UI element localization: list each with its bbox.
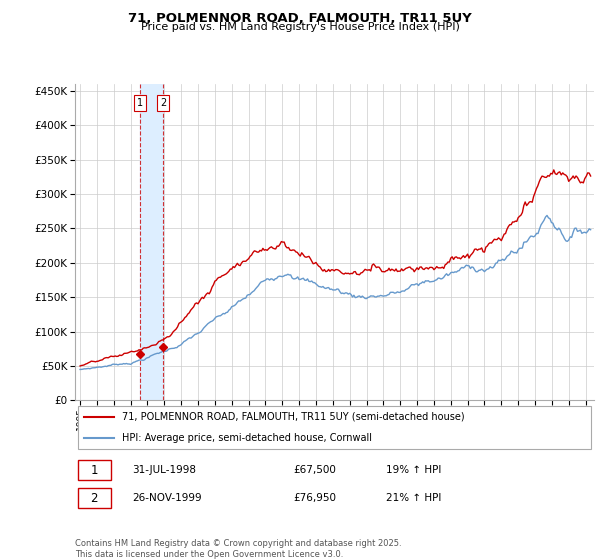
Text: 1: 1: [91, 464, 98, 477]
Text: Price paid vs. HM Land Registry's House Price Index (HPI): Price paid vs. HM Land Registry's House …: [140, 22, 460, 32]
FancyBboxPatch shape: [77, 460, 112, 480]
Bar: [140, 84, 163, 400]
Text: 19% ↑ HPI: 19% ↑ HPI: [386, 465, 442, 475]
Text: 1: 1: [137, 98, 143, 108]
FancyBboxPatch shape: [77, 406, 592, 449]
Text: 26-NOV-1999: 26-NOV-1999: [132, 493, 202, 503]
Text: HPI: Average price, semi-detached house, Cornwall: HPI: Average price, semi-detached house,…: [122, 433, 372, 444]
Text: 21% ↑ HPI: 21% ↑ HPI: [386, 493, 442, 503]
FancyBboxPatch shape: [77, 488, 112, 508]
Text: £67,500: £67,500: [293, 465, 336, 475]
Text: Contains HM Land Registry data © Crown copyright and database right 2025.
This d: Contains HM Land Registry data © Crown c…: [75, 539, 401, 559]
Text: £76,950: £76,950: [293, 493, 336, 503]
Text: 71, POLMENNOR ROAD, FALMOUTH, TR11 5UY: 71, POLMENNOR ROAD, FALMOUTH, TR11 5UY: [128, 12, 472, 25]
Text: 31-JUL-1998: 31-JUL-1998: [132, 465, 196, 475]
Text: 2: 2: [91, 492, 98, 505]
Text: 71, POLMENNOR ROAD, FALMOUTH, TR11 5UY (semi-detached house): 71, POLMENNOR ROAD, FALMOUTH, TR11 5UY (…: [122, 412, 464, 422]
Text: 2: 2: [160, 98, 166, 108]
